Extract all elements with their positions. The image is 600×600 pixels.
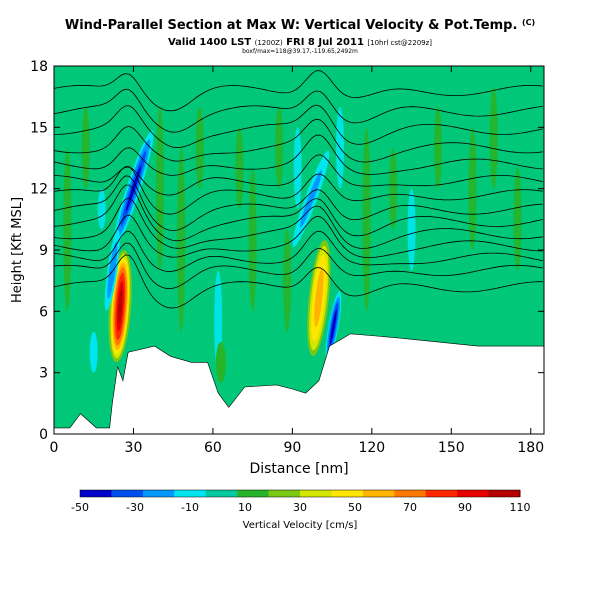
field-streak <box>63 147 72 312</box>
colorbar-tick-label: -10 <box>181 501 199 514</box>
colorbar-tick-label: 10 <box>238 501 252 514</box>
colorbar-swatch <box>488 490 521 497</box>
colorbar-tick-label: 30 <box>293 501 307 514</box>
colorbar: -50 -30 -10 10 30 50 70 90 110 <box>71 489 531 514</box>
colorbar-tick-label: 70 <box>403 501 417 514</box>
colorbar-swatch <box>268 490 301 497</box>
theta-contour-line <box>54 165 543 215</box>
y-tick-label: 12 <box>30 182 48 198</box>
velocity-core <box>89 331 98 373</box>
velocity-core <box>330 309 337 345</box>
theta-contour-line <box>54 134 543 176</box>
field-streak <box>434 106 443 189</box>
colorbar-label: Vertical Velocity [cm/s] <box>243 520 358 531</box>
theta-contours <box>54 70 543 309</box>
colorbar-swatch <box>142 490 175 497</box>
x-tick-label: 180 <box>517 440 544 456</box>
theta-contour-line <box>54 104 543 149</box>
theta-contour-line <box>54 118 543 163</box>
y-axis-label: Height [Kft MSL] <box>10 197 25 303</box>
x-tick-label: 150 <box>438 440 465 456</box>
colorbar-swatch <box>362 490 395 497</box>
theta-contour-line <box>54 254 543 309</box>
colorbar-tick-label: -30 <box>126 501 144 514</box>
colorbar-frame <box>79 489 521 498</box>
field-streak <box>293 127 302 210</box>
chart-title: Wind-Parallel Section at Max W: Vertical… <box>64 18 536 33</box>
field-streak <box>407 188 416 271</box>
x-tick-label: 120 <box>358 440 385 456</box>
colorbar-swatch <box>237 490 270 497</box>
theta-contour-line <box>54 230 543 272</box>
x-tick-label: 0 <box>50 440 59 456</box>
velocity-core <box>118 289 123 324</box>
x-tick-label: 90 <box>283 440 301 456</box>
velocity-core <box>215 342 226 383</box>
colorbar-swatch <box>457 490 490 497</box>
colorbar-tick-label: -50 <box>71 501 89 514</box>
theta-contour-line <box>54 197 543 249</box>
y-tick-label: 6 <box>39 304 48 320</box>
theta-contour-line <box>54 70 543 112</box>
colorbar-tick-label: 50 <box>348 501 362 514</box>
field-streak <box>235 127 244 210</box>
theta-contour-line <box>54 175 543 232</box>
colorbar-swatch <box>425 490 458 497</box>
y-tick-label: 0 <box>39 427 48 443</box>
colorbar-swatch <box>205 490 238 497</box>
colorbar-swatch <box>331 490 364 497</box>
field-streak <box>275 106 284 189</box>
field-streak <box>362 127 371 312</box>
theta-contour-line <box>54 184 543 242</box>
theta-contour-line <box>54 242 543 290</box>
colorbar-swatch <box>174 490 207 497</box>
y-tick-label: 15 <box>30 120 48 136</box>
y-axis: 0 3 6 9 12 15 18 <box>30 59 544 443</box>
velocity-core <box>314 269 324 328</box>
colorbar-swatch <box>111 490 144 497</box>
y-tick-label: 3 <box>39 366 48 382</box>
x-axis: 0 30 60 90 120 150 180 <box>50 66 544 456</box>
colorbar-tick-label: 110 <box>510 501 531 514</box>
colorbar-swatch <box>394 490 427 497</box>
field-streak <box>489 86 498 189</box>
field-streak <box>283 229 292 332</box>
x-tick-label: 30 <box>125 440 143 456</box>
field-streak <box>97 188 106 230</box>
theta-contour-line <box>54 214 543 258</box>
copyright-mark: (C) <box>521 18 536 27</box>
valid-time-subtitle: Valid 1400 LST (1200Z) FRI 8 Jul 2011 [1… <box>167 37 433 48</box>
field-streak <box>513 168 522 271</box>
x-axis-label: Distance [nm] <box>249 461 348 477</box>
field-streak <box>81 106 90 189</box>
field-streak <box>468 127 477 250</box>
y-tick-label: 18 <box>30 59 48 75</box>
max-value-note: boxf/max=118@39.17,-119.65,2492m <box>242 48 358 55</box>
field-streak <box>248 168 257 312</box>
colorbar-swatch <box>300 490 332 497</box>
theta-contour-line <box>54 88 543 133</box>
terrain-mask <box>53 333 545 435</box>
colorbar-swatch <box>80 490 112 497</box>
theta-contour-line <box>54 154 543 196</box>
colorbar-tick-label: 90 <box>458 501 472 514</box>
y-tick-label: 9 <box>39 243 48 259</box>
velocity-core <box>125 165 142 213</box>
field-streak <box>155 106 164 271</box>
x-tick-label: 60 <box>204 440 222 456</box>
field-streak <box>389 147 398 230</box>
